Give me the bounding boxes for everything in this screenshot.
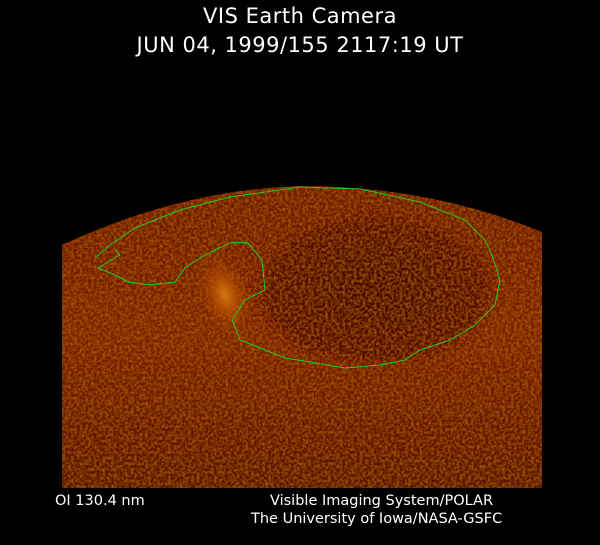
auroral-bright-spot <box>192 246 258 344</box>
polar-cap <box>245 208 505 372</box>
image-title: VIS Earth Camera <box>203 4 397 28</box>
instrument-label: Visible Imaging System/POLAR <box>270 493 494 509</box>
organization-label: The University of Iowa/NASA-GSFC <box>251 511 503 527</box>
coastline-outline <box>94 186 501 369</box>
image-timestamp: JUN 04, 1999/155 2117:19 UT <box>136 33 464 57</box>
wavelength-label: OI 130.4 nm <box>55 493 145 509</box>
